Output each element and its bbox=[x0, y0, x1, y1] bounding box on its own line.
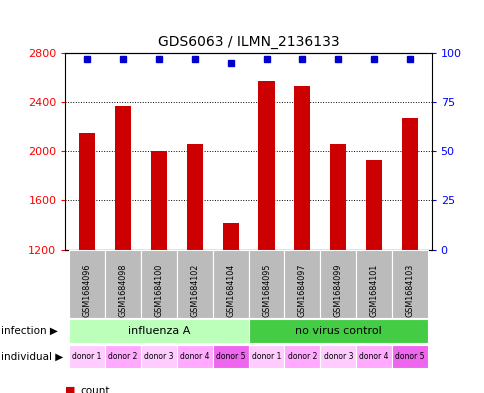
Bar bbox=[105, 250, 140, 318]
Bar bbox=[115, 106, 131, 250]
Bar bbox=[69, 345, 105, 368]
Text: donor 3: donor 3 bbox=[323, 352, 352, 361]
Bar bbox=[140, 250, 176, 318]
Bar bbox=[401, 118, 417, 250]
Bar bbox=[222, 222, 238, 250]
Text: individual ▶: individual ▶ bbox=[1, 352, 63, 362]
Text: GSM1684104: GSM1684104 bbox=[226, 264, 235, 317]
Bar bbox=[320, 250, 356, 318]
Text: donor 5: donor 5 bbox=[394, 352, 424, 361]
Text: GSM1684098: GSM1684098 bbox=[118, 264, 127, 317]
Text: GSM1684096: GSM1684096 bbox=[82, 264, 91, 317]
Bar bbox=[392, 250, 427, 318]
Bar bbox=[212, 345, 248, 368]
Bar bbox=[330, 144, 346, 250]
Text: GSM1684099: GSM1684099 bbox=[333, 263, 342, 317]
Bar bbox=[356, 250, 392, 318]
Bar bbox=[320, 345, 356, 368]
Text: ■: ■ bbox=[65, 386, 76, 393]
Bar bbox=[294, 86, 310, 250]
Bar bbox=[140, 345, 176, 368]
Bar bbox=[365, 160, 381, 250]
Text: infection ▶: infection ▶ bbox=[1, 326, 58, 336]
Text: donor 2: donor 2 bbox=[108, 352, 137, 361]
Text: donor 4: donor 4 bbox=[180, 352, 209, 361]
Bar bbox=[356, 345, 392, 368]
Text: GSM1684101: GSM1684101 bbox=[369, 264, 378, 317]
Bar bbox=[151, 151, 166, 250]
Text: donor 3: donor 3 bbox=[144, 352, 173, 361]
Text: GSM1684097: GSM1684097 bbox=[297, 263, 306, 317]
Text: donor 5: donor 5 bbox=[215, 352, 245, 361]
Bar bbox=[248, 320, 427, 343]
Text: influenza A: influenza A bbox=[127, 326, 190, 336]
Bar bbox=[186, 144, 202, 250]
Bar bbox=[105, 345, 140, 368]
Text: donor 4: donor 4 bbox=[359, 352, 388, 361]
Bar bbox=[176, 345, 212, 368]
Text: GSM1684095: GSM1684095 bbox=[261, 263, 271, 317]
Bar bbox=[258, 81, 274, 250]
Title: GDS6063 / ILMN_2136133: GDS6063 / ILMN_2136133 bbox=[157, 35, 339, 49]
Text: donor 2: donor 2 bbox=[287, 352, 317, 361]
Bar bbox=[284, 250, 320, 318]
Text: donor 1: donor 1 bbox=[72, 352, 102, 361]
Bar bbox=[79, 133, 95, 250]
Bar bbox=[284, 345, 320, 368]
Bar bbox=[392, 345, 427, 368]
Bar bbox=[248, 345, 284, 368]
Bar bbox=[176, 250, 212, 318]
Bar bbox=[248, 250, 284, 318]
Bar bbox=[69, 250, 105, 318]
Bar bbox=[212, 250, 248, 318]
Text: GSM1684100: GSM1684100 bbox=[154, 264, 163, 317]
Text: GSM1684102: GSM1684102 bbox=[190, 264, 199, 317]
Text: count: count bbox=[80, 386, 109, 393]
Text: GSM1684103: GSM1684103 bbox=[405, 264, 414, 317]
Bar bbox=[69, 320, 248, 343]
Text: donor 1: donor 1 bbox=[251, 352, 281, 361]
Text: no virus control: no virus control bbox=[294, 326, 381, 336]
